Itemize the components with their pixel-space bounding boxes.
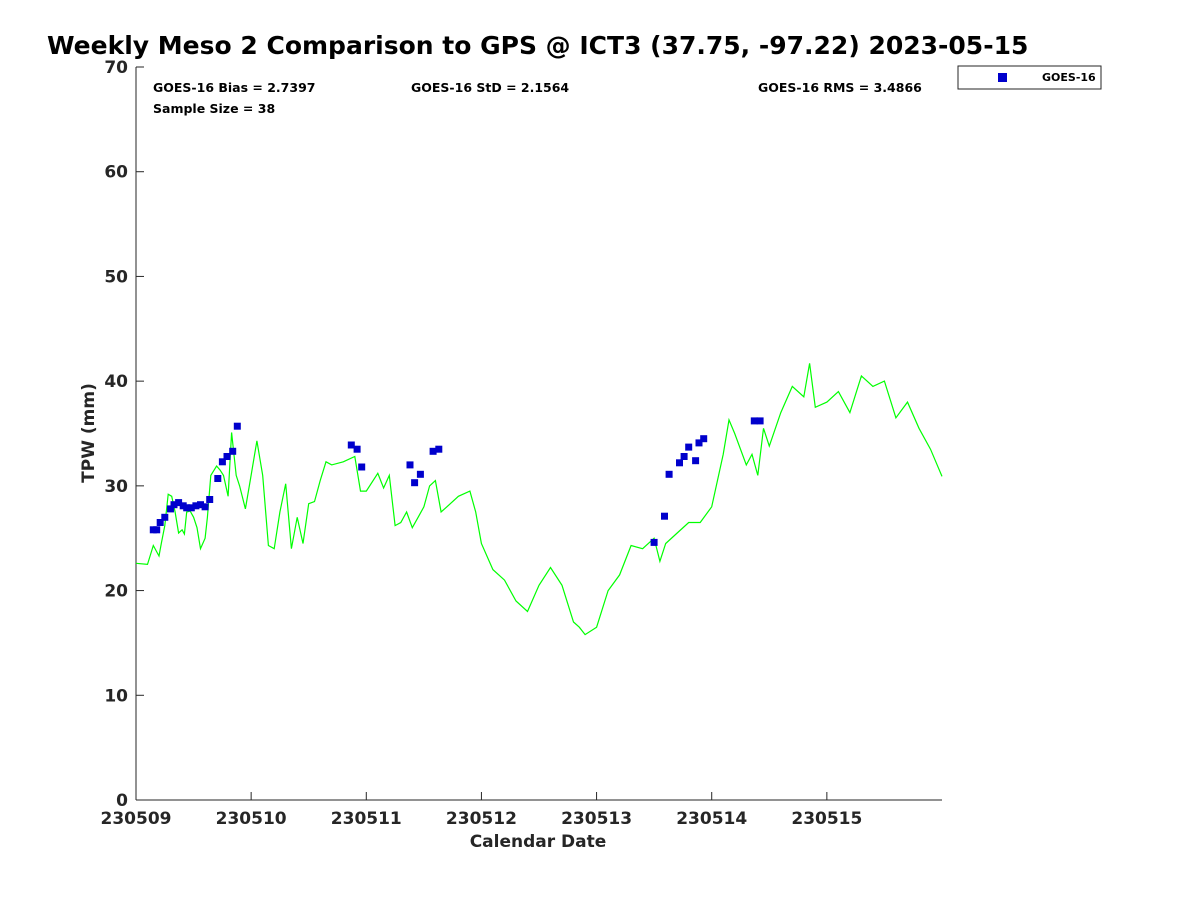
- goes-16-point: [661, 512, 668, 520]
- x-ticks: 230509 230510 230511 230512 230513 230514 2305…: [101, 792, 862, 829]
- goes-16-point: [700, 435, 708, 443]
- y-tick-label: 0: [116, 791, 128, 811]
- goes-16-point: [156, 519, 164, 526]
- plot-area: [135, 67, 942, 801]
- goes-16-point: [650, 538, 658, 546]
- goes-16-point: [175, 499, 183, 507]
- x-tick-label: 230511: [331, 809, 402, 829]
- y-tick-label: 40: [104, 372, 128, 392]
- goes-16-point: [680, 453, 688, 460]
- goes-16-point: [692, 457, 700, 465]
- goes-16-point: [167, 505, 174, 513]
- x-tick-label: 230513: [561, 809, 632, 829]
- legend-label-goes-16: GOES-16: [1042, 71, 1096, 84]
- goes-16-point: [161, 513, 169, 521]
- goes-16-point: [183, 504, 191, 512]
- y-ticks: 0 10 20 30 40 50 60 70: [104, 58, 144, 811]
- stat-sample-size: Sample Size = 38: [153, 101, 275, 116]
- goes-16-point: [192, 502, 200, 510]
- goes-16-point: [233, 422, 241, 430]
- goes-series-points: [149, 417, 764, 546]
- goes-16-point: [756, 417, 764, 425]
- x-tick-label: 230509: [101, 809, 172, 829]
- goes-16-point: [429, 447, 437, 455]
- goes-16-point: [685, 443, 693, 451]
- x-tick-label: 230514: [676, 809, 747, 829]
- goes-16-point: [201, 503, 209, 511]
- gps-series-line: [135, 363, 943, 636]
- legend-marker-goes-16: [998, 73, 1007, 82]
- goes-16-point: [695, 439, 703, 447]
- goes-16-point: [406, 461, 414, 469]
- goes-16-point: [358, 463, 366, 471]
- goes-16-point: [223, 453, 231, 460]
- y-tick-label: 10: [104, 686, 128, 706]
- goes-16-point: [411, 479, 419, 487]
- stat-rms: GOES-16 RMS = 3.4866: [758, 80, 922, 95]
- goes-16-point: [197, 501, 204, 509]
- goes-16-point: [416, 470, 424, 478]
- y-tick-label: 30: [104, 477, 128, 497]
- x-tick-label: 230512: [446, 809, 517, 829]
- x-tick-label: 230515: [791, 809, 862, 829]
- goes-16-point: [206, 496, 214, 503]
- goes-16-point: [750, 417, 758, 425]
- goes-16-point: [214, 475, 222, 482]
- y-tick-label: 60: [104, 163, 128, 183]
- goes-16-point: [170, 501, 178, 509]
- legend-box: [957, 65, 1102, 90]
- y-tick-label: 70: [104, 58, 128, 78]
- x-tick-label: 230510: [216, 809, 287, 829]
- x-axis-label: Calendar Date: [470, 832, 607, 852]
- chart-title: Weekly Meso 2 Comparison to GPS @ ICT3 (…: [47, 31, 1028, 60]
- goes-16-point: [665, 470, 673, 478]
- goes-16-point: [218, 458, 226, 466]
- y-axis-label: TPW (mm): [79, 383, 99, 483]
- goes-16-point: [153, 526, 161, 534]
- goes-16-point: [347, 441, 355, 449]
- legend: GOES-16: [957, 65, 1102, 90]
- stat-std: GOES-16 StD = 2.1564: [411, 80, 569, 95]
- y-tick-label: 50: [104, 267, 128, 287]
- stat-bias: GOES-16 Bias = 2.7397: [153, 80, 315, 95]
- y-tick-label: 20: [104, 582, 128, 602]
- goes-16-point: [676, 459, 683, 467]
- goes-16-point: [353, 445, 361, 453]
- goes-16-point: [187, 504, 195, 512]
- goes-16-point: [435, 445, 443, 453]
- goes-16-point: [229, 447, 237, 455]
